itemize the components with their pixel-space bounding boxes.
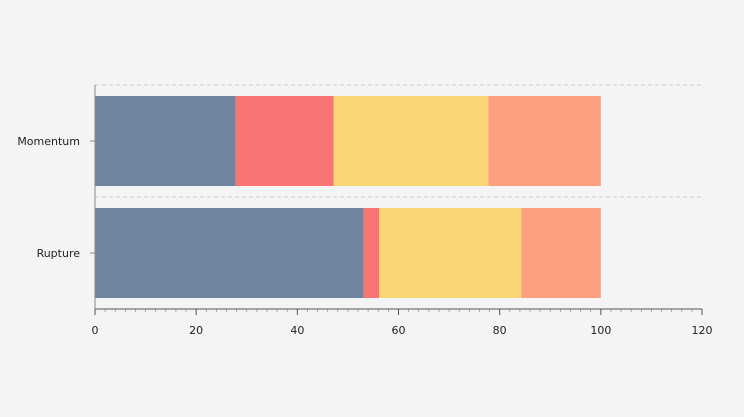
category-label: Rupture [37, 247, 81, 260]
bar-segment-rupture-2[interactable] [363, 208, 380, 298]
x-tick-label: 40 [290, 324, 304, 337]
axis-layer: Momentum Rupture 0 20 40 60 80 100 120 [17, 85, 713, 337]
bar-segment-rupture-3[interactable] [379, 208, 522, 298]
bar-segment-momentum-3[interactable] [333, 96, 489, 186]
bar-segment-rupture-4[interactable] [521, 208, 601, 298]
bar-segment-rupture-1[interactable] [95, 208, 364, 298]
x-tick-label: 120 [692, 324, 713, 337]
x-tick-label: 100 [590, 324, 611, 337]
bars-layer [95, 96, 601, 298]
x-tick-label: 60 [392, 324, 406, 337]
bar-segment-momentum-4[interactable] [488, 96, 601, 186]
x-tick-label: 80 [493, 324, 507, 337]
x-tick-label: 0 [92, 324, 99, 337]
bar-segment-momentum-1[interactable] [95, 96, 236, 186]
x-tick-label: 20 [189, 324, 203, 337]
bar-segment-momentum-2[interactable] [235, 96, 334, 186]
category-label: Momentum [17, 135, 80, 148]
grid-layer [95, 84, 702, 198]
